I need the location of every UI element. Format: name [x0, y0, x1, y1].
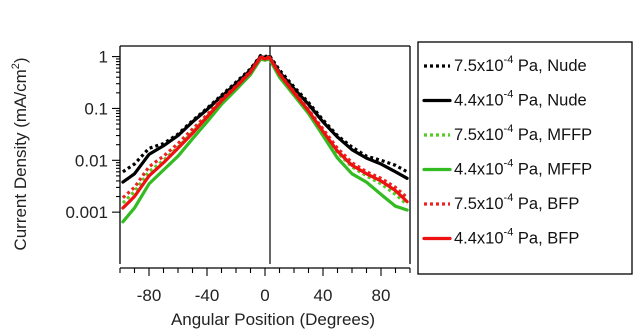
legend-label-suffix: Pa, Nude [513, 92, 586, 110]
legend-label-suffix: Pa, MFFP [513, 126, 592, 144]
legend-label-exponent: -4 [504, 192, 514, 204]
legend-label-4: 4.4x10-4 Pa, MFFP [454, 158, 592, 179]
legend-label-exponent: -4 [504, 158, 514, 170]
y-axis-label-sup: 2 [10, 63, 22, 69]
legend-label-suffix: Pa, MFFP [513, 161, 592, 179]
legend-label-suffix: Pa, BFP [513, 230, 579, 248]
x-tick-label: 40 [314, 286, 333, 305]
y-axis-label-main: Current Density (mA/cm [11, 69, 30, 250]
legend-label-exponent: -4 [504, 227, 514, 239]
x-tick-label: 0 [260, 286, 269, 305]
legend-label-exponent: -4 [504, 123, 514, 135]
legend-label-base: 4.4x10 [454, 161, 504, 179]
legend-label-base: 4.4x10 [454, 230, 504, 248]
legend-label-1: 7.5x10-4 Pa, Nude [454, 54, 587, 75]
y-tick-label: 0.1 [84, 99, 108, 118]
legend-label-3: 7.5x10-4 Pa, MFFP [454, 123, 592, 144]
series-line-6 [121, 55, 409, 210]
y-tick-label: 0.001 [65, 203, 108, 222]
legend-label-6: 4.4x10-4 Pa, BFP [454, 227, 579, 248]
legend-label-2: 4.4x10-4 Pa, Nude [454, 89, 587, 110]
series-line-5 [121, 55, 409, 199]
x-tick-label: -80 [137, 286, 162, 305]
legend-box [417, 41, 633, 275]
legend-label-base: 7.5x10 [454, 195, 504, 213]
y-axis-label: Current Density (mA/cm2) [10, 57, 30, 250]
legend-label-suffix: Pa, Nude [513, 57, 586, 75]
y-tick-label: 1 [99, 48, 108, 67]
y-tick-label: 0.01 [75, 151, 108, 170]
legend-label-5: 7.5x10-4 Pa, BFP [454, 192, 579, 213]
legend-label-base: 4.4x10 [454, 92, 504, 110]
x-tick-label: 80 [372, 286, 391, 305]
series-line-2 [121, 55, 409, 184]
legend-label-exponent: -4 [504, 54, 514, 66]
legend-label-base: 7.5x10 [454, 57, 504, 75]
y-axis-label-close: ) [11, 57, 30, 63]
legend-label-base: 7.5x10 [454, 126, 504, 144]
x-axis-label: Angular Position (Degrees) [171, 310, 375, 329]
x-tick-label: -40 [195, 286, 220, 305]
legend-label-exponent: -4 [504, 89, 514, 101]
legend-label-suffix: Pa, BFP [513, 195, 579, 213]
